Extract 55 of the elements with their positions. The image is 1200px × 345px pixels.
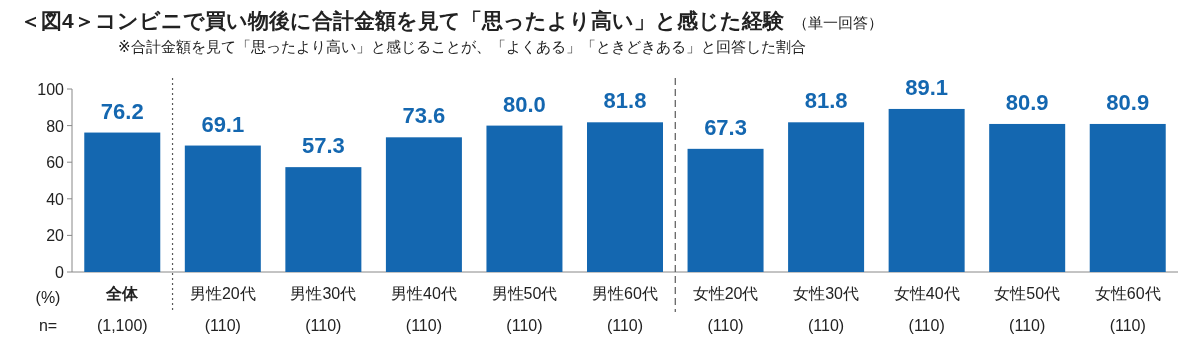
bar <box>486 125 563 272</box>
text: 81.8 <box>804 88 848 114</box>
x-tick-label: 男性50代 <box>491 285 558 302</box>
text: 89.1 <box>905 74 949 100</box>
text: 81.8 <box>603 88 647 114</box>
bar <box>184 145 261 272</box>
text: (110) <box>908 317 945 334</box>
text: n= <box>38 317 58 334</box>
x-tick-label: 女性40代 <box>893 285 960 302</box>
text: 80.0 <box>503 91 546 117</box>
text: 69.1 <box>201 111 245 137</box>
bar <box>687 148 764 272</box>
y-tick-label: 60 <box>46 154 65 172</box>
y-tick-label: 40 <box>46 190 65 208</box>
text: (110) <box>1109 317 1146 334</box>
x-tick-label: 男性30代 <box>290 285 357 302</box>
text: （単一回答） <box>792 14 883 31</box>
x-tick-label: 男性60代 <box>592 285 658 302</box>
bar <box>84 132 161 272</box>
x-tick-label: 男性20代 <box>189 285 256 302</box>
x-tick-label: 全体 <box>105 285 140 302</box>
text: (110) <box>204 317 241 334</box>
text: 67.3 <box>704 114 747 140</box>
y-axis-title: (%) <box>35 289 61 306</box>
text: (110) <box>606 317 644 334</box>
text: (110) <box>1009 317 1046 334</box>
y-tick-label: 80 <box>46 117 65 135</box>
text: 80.9 <box>1106 89 1150 115</box>
chart-subtitle: ※合計金額を見て「思ったより高い」と感じることが、「よくある」「ときどきある」と回答した割合 <box>118 38 806 55</box>
x-tick-label: 女性30代 <box>793 285 859 302</box>
bar <box>285 167 362 272</box>
text: (110) <box>305 317 342 334</box>
text: 73.6 <box>402 103 446 129</box>
bar <box>1089 123 1166 272</box>
y-tick-label: 100 <box>37 81 65 98</box>
bar <box>788 122 865 272</box>
text: (110) <box>707 317 744 334</box>
text: 57.3 <box>301 133 345 159</box>
text: 80.9 <box>1005 89 1049 115</box>
y-tick-label: 0 <box>55 264 65 281</box>
text: 76.2 <box>100 98 144 124</box>
y-tick-label: 20 <box>46 227 65 245</box>
x-tick-label: 女性50代 <box>994 285 1061 302</box>
bar <box>989 123 1066 272</box>
text: (110) <box>808 317 845 334</box>
text: (1,100) <box>96 317 148 334</box>
bar <box>888 108 965 272</box>
x-tick-label: 女性60代 <box>1094 285 1161 302</box>
bar <box>385 137 462 272</box>
text: (110) <box>506 317 543 334</box>
text: (110) <box>405 317 442 334</box>
x-tick-label: 女性20代 <box>692 285 759 302</box>
x-tick-label: 男性40代 <box>391 285 457 302</box>
bar <box>587 122 663 272</box>
chart-title: ＜図4＞コンビニで買い物後に合計金額を見て「思ったより高い」と感じた経験 <box>20 9 785 33</box>
